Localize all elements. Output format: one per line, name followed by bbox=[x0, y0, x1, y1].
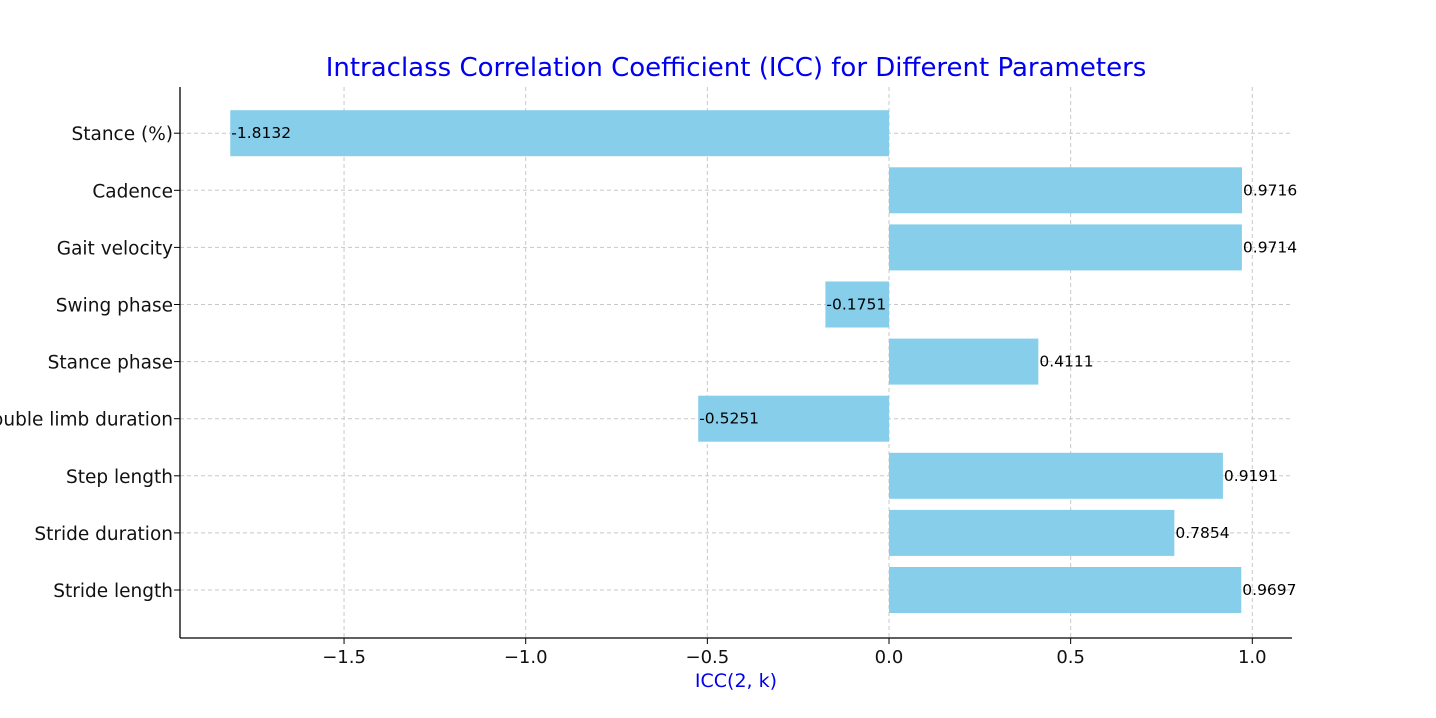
data-label: 0.9716 bbox=[1243, 181, 1297, 199]
data-label: -1.8132 bbox=[231, 124, 291, 142]
bar bbox=[889, 167, 1242, 214]
y-tick-label: Stance phase bbox=[48, 353, 173, 374]
x-tick-label: −0.5 bbox=[685, 647, 729, 668]
y-tick-label: Gait velocity bbox=[57, 238, 173, 259]
bar bbox=[698, 395, 889, 442]
x-tick-label: 0.5 bbox=[1056, 647, 1085, 668]
y-tick-label: Stance (%) bbox=[71, 124, 173, 145]
data-label: 0.9714 bbox=[1243, 238, 1297, 256]
bar bbox=[889, 224, 1242, 271]
x-tick-label: 0.0 bbox=[875, 647, 904, 668]
data-label: 0.9191 bbox=[1224, 467, 1278, 485]
y-tick-label: Step length bbox=[66, 467, 173, 488]
bar bbox=[889, 452, 1223, 499]
bar bbox=[825, 281, 889, 328]
x-tick-label: 1.0 bbox=[1238, 647, 1267, 668]
y-tick-label: Swing phase bbox=[56, 296, 173, 317]
bar bbox=[889, 338, 1039, 385]
bar bbox=[889, 567, 1242, 613]
y-tick-label: Double limb duration bbox=[0, 410, 173, 431]
data-label: 0.7854 bbox=[1175, 524, 1229, 542]
y-tick-label: Stride length bbox=[53, 581, 173, 602]
x-axis: −1.5 −1.0 −0.5 0.0 0.5 1.0 bbox=[180, 637, 1292, 668]
data-label: 0.9697 bbox=[1242, 581, 1296, 599]
data-label: -0.1751 bbox=[826, 296, 886, 314]
y-tick-label: Stride duration bbox=[34, 524, 173, 545]
x-tick-label: −1.5 bbox=[322, 647, 366, 668]
chart-title: Intraclass Correlation Coefficient (ICC)… bbox=[326, 53, 1147, 83]
bars bbox=[230, 110, 1242, 613]
data-label: -0.5251 bbox=[699, 410, 759, 428]
y-axis: Stride length Stride duration Step length D… bbox=[0, 87, 181, 638]
y-tick-label: Cadence bbox=[92, 181, 173, 202]
x-axis-label: ICC(2, k) bbox=[695, 670, 777, 692]
bar bbox=[230, 110, 890, 157]
bar bbox=[889, 509, 1175, 556]
x-tick-label: −1.0 bbox=[504, 647, 548, 668]
data-label: 0.4111 bbox=[1039, 353, 1093, 371]
data-labels: 0.9697 0.7854 0.9191 -0.5251 0.4111 -0.1751 0.… bbox=[231, 124, 1297, 599]
